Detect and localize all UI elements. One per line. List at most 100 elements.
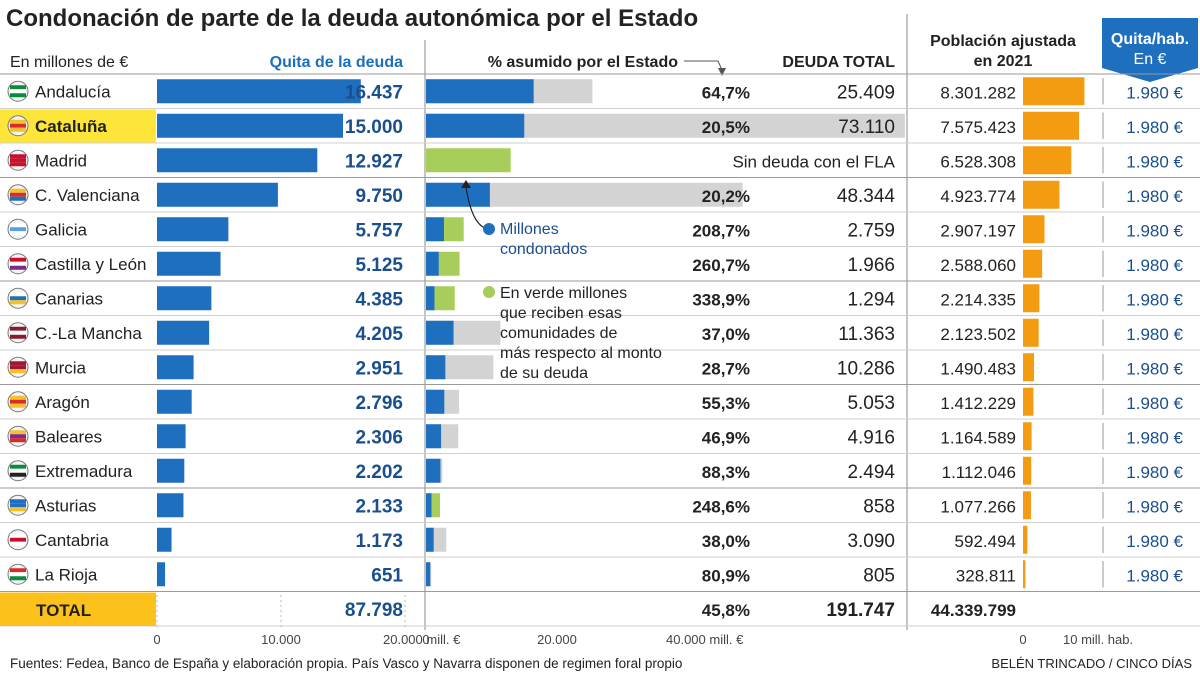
- deuda-header: DEUDA TOTAL: [782, 54, 895, 71]
- poblacion-value: 1.112.046: [942, 463, 1016, 482]
- table-row: Castilla y León 5.125 260,7% 1.966 2.588.060…: [7, 249, 1184, 278]
- table-row: Madrid 12.927 Sin deuda con el FLA 6.528.30…: [7, 146, 1184, 175]
- quita-value: 15.000: [345, 117, 403, 138]
- castilla-leon-flag-icon: [7, 253, 29, 275]
- table-row: Extremadura 2.202 88,3% 2.494 1.112.046 1.980…: [7, 456, 1184, 485]
- poblacion-value: 8.301.282: [940, 83, 1016, 102]
- poblacion-bar: [1023, 77, 1085, 106]
- flag-stripe: [10, 361, 26, 366]
- quita-hab-header-1: Quita/hab.: [1111, 31, 1189, 48]
- total-quita: 87.798: [345, 600, 403, 621]
- grid-lines: [0, 73, 1200, 628]
- green-annotation: En verde millones que reciben esas comun…: [483, 285, 662, 382]
- quita-header: Quita de la deuda: [270, 54, 403, 71]
- flag-stripe: [10, 507, 26, 512]
- excess-bar: [438, 251, 460, 276]
- flag-stripe: [10, 403, 26, 408]
- poblacion-value: 4.923.774: [940, 187, 1016, 206]
- quita-bar: [157, 320, 210, 345]
- quita-value: 2.133: [355, 496, 403, 517]
- quita-value: 16.437: [345, 82, 403, 103]
- green-annotation-line-1: En verde millones: [500, 285, 627, 302]
- flag-stripe: [10, 533, 26, 538]
- poblacion-bar: [1023, 284, 1040, 313]
- region-label: Baleares: [35, 427, 102, 446]
- quita-hab-value: 1.980 €: [1126, 83, 1183, 102]
- quita-bar: [157, 458, 185, 483]
- condonado-bar: [426, 527, 434, 552]
- quita-bar: [157, 113, 343, 138]
- quita-value: 1.173: [355, 531, 403, 552]
- poblacion-bar: [1023, 249, 1043, 278]
- region-label: C.-La Mancha: [35, 324, 142, 343]
- flag-stripe: [10, 399, 26, 404]
- quita-bar: [157, 562, 166, 587]
- poblacion-value: 2.214.335: [940, 290, 1016, 309]
- green-annotation-dot: [483, 286, 495, 298]
- cantabria-flag-icon: [7, 529, 29, 551]
- condonado-bar: [426, 355, 446, 380]
- deuda-value: 4.916: [847, 427, 895, 448]
- quita-hab-value: 1.980 €: [1126, 359, 1183, 378]
- cataluna-flag-icon: [7, 115, 29, 137]
- excess-bar: [444, 217, 464, 242]
- quita-hab-value: 1.980 €: [1126, 566, 1183, 585]
- flag-stripe: [10, 89, 26, 94]
- pct-value: 38,0%: [702, 532, 750, 551]
- deuda-tick-label: 20.000: [537, 632, 577, 647]
- deuda-value: 73.110: [838, 117, 895, 138]
- table-row: Aragón 2.796 55,3% 5.053 1.412.229 1.980 €: [7, 387, 1184, 416]
- region-label: Murcia: [35, 358, 87, 377]
- poblacion-value: 7.575.423: [940, 118, 1016, 137]
- condonado-bar: [426, 79, 534, 104]
- flag-stripe: [10, 257, 26, 262]
- flag-stripe: [10, 162, 26, 167]
- quita-hab-header-tab: [1102, 18, 1198, 82]
- condonado-bar: [426, 458, 441, 483]
- quita-value: 4.385: [355, 289, 403, 310]
- table-row: Galicia 5.757 208,7% 2.759 2.907.197 1.980 €: [7, 215, 1184, 244]
- la-rioja-flag-icon: [7, 563, 29, 585]
- quita-value: 4.205: [355, 324, 403, 345]
- quita-hab-value: 1.980 €: [1126, 497, 1183, 516]
- poblacion-bar: [1023, 146, 1072, 175]
- flag-stripe: [10, 326, 26, 331]
- region-label: Cantabria: [35, 531, 109, 550]
- poblacion-bar: [1023, 525, 1028, 554]
- poblacion-value: 1.164.589: [940, 428, 1016, 447]
- poblacion-value: 2.588.060: [940, 256, 1016, 275]
- condonado-bar: [426, 217, 445, 242]
- poblacion-value: 2.123.502: [940, 325, 1016, 344]
- green-annotation-line-3: comunidades de: [500, 325, 618, 342]
- murcia-flag-icon: [7, 356, 29, 378]
- poblacion-header-1: Población ajustada: [930, 33, 1076, 50]
- deuda-value: 858: [863, 496, 895, 517]
- condonado-bar: [426, 320, 454, 345]
- madrid-flag-icon: [7, 149, 29, 171]
- flag-stripe: [10, 430, 26, 435]
- flag-stripe: [10, 188, 26, 193]
- pct-value: 55,3%: [702, 394, 750, 413]
- poblacion-bar: [1023, 318, 1039, 347]
- table-row: Andalucía 16.437 64,7% 25.409 8.301.282 1.980…: [7, 77, 1184, 106]
- sources-footer: Fuentes: Fedea, Banco de España y elabor…: [10, 656, 682, 671]
- table-row: C.-La Mancha 4.205 37,0% 11.363 2.123.502 1.9…: [7, 318, 1184, 347]
- quita-hab-value: 1.980 €: [1126, 221, 1183, 240]
- galicia-flag-icon: [7, 218, 29, 240]
- poblacion-bar: [1023, 353, 1035, 382]
- blue-annotation-arrowhead: [461, 180, 471, 188]
- flag-stripe: [10, 438, 26, 443]
- region-label: Castilla y León: [35, 255, 147, 274]
- excess-bar: [426, 148, 511, 173]
- flag-stripe: [10, 300, 26, 305]
- region-label: Andalucía: [35, 82, 111, 101]
- condonado-bar: [426, 251, 439, 276]
- flag-stripe: [10, 196, 26, 201]
- quita-value: 5.757: [355, 220, 403, 241]
- quita-bar: [157, 527, 172, 552]
- quita-value: 2.306: [355, 427, 403, 448]
- quita-hab-value: 1.980 €: [1126, 463, 1183, 482]
- flag-stripe: [10, 541, 26, 546]
- flag-stripe: [10, 503, 26, 508]
- poblacion-bar: [1023, 387, 1034, 416]
